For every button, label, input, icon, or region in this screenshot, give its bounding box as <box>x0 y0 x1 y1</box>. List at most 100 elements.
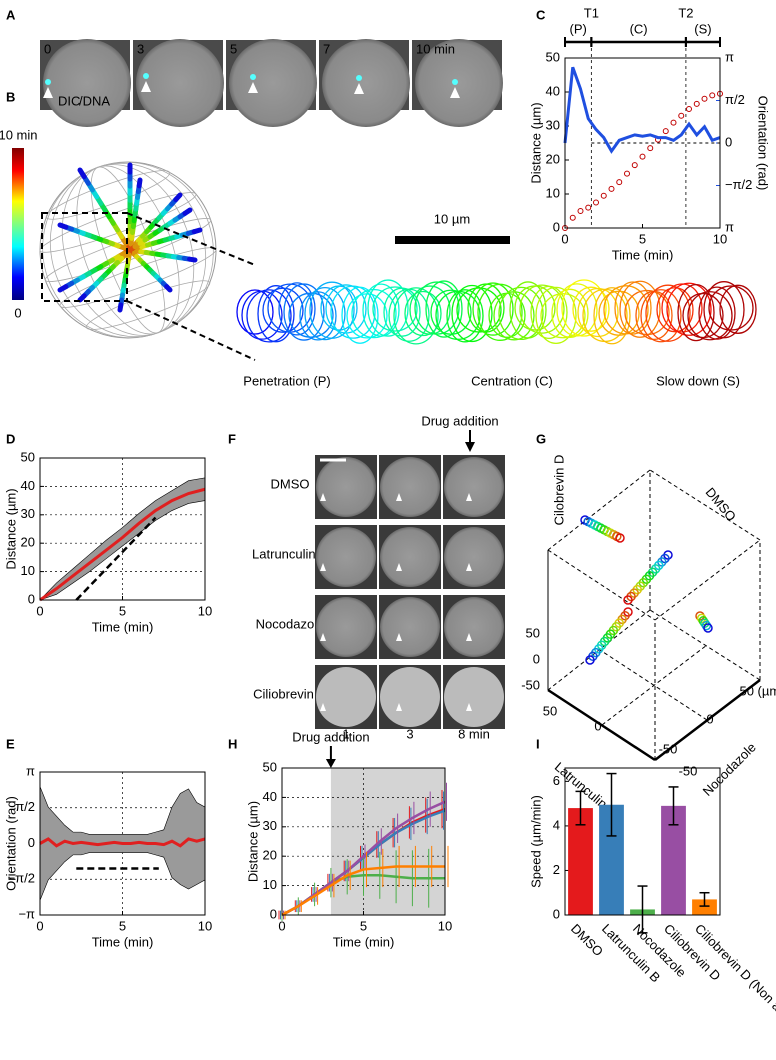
arrowhead <box>396 633 402 641</box>
boundary-label: T1 <box>584 5 599 20</box>
marker <box>647 145 654 152</box>
trajectory-loop <box>708 285 754 331</box>
y2-tick-label: π <box>725 49 734 64</box>
trajectory-loop <box>257 285 295 343</box>
x-tick-label: Ciliobrevin D (Non active) <box>692 921 776 1036</box>
x-tick-label: 10 <box>438 918 452 933</box>
box-edge <box>547 688 656 762</box>
x-tick-label: 5 <box>360 918 367 933</box>
zoom-line <box>126 212 256 266</box>
trajectory-loop <box>262 287 304 333</box>
egg-cell <box>229 39 317 127</box>
zoom-line <box>126 300 256 361</box>
trajectory-loop <box>551 288 589 338</box>
arrowhead <box>320 633 326 641</box>
panel-letter: G <box>536 431 546 446</box>
track <box>77 293 87 303</box>
panel-letter: H <box>228 736 237 751</box>
y-tick-label: −π/2 <box>8 871 35 886</box>
plot-frame <box>564 57 721 229</box>
trajectory-loop <box>640 289 682 343</box>
marker <box>585 204 592 211</box>
tick-label: 50 (µm) <box>739 683 776 698</box>
y-tick-label: 2 <box>553 862 560 877</box>
series-line <box>281 865 445 917</box>
x-tick-label: 0 <box>561 231 568 246</box>
trajectory-loop <box>367 279 409 337</box>
marker <box>577 208 584 214</box>
trajectory-loop <box>682 292 724 339</box>
trajectory-loop <box>409 285 451 335</box>
y-tick-label: 4 <box>553 817 560 832</box>
track <box>191 227 203 235</box>
track <box>182 207 193 216</box>
y2-axis-label: Orientation (rad) <box>756 96 771 191</box>
trajectory-loop <box>351 288 397 339</box>
egg-cell <box>380 527 440 587</box>
marker <box>686 106 692 112</box>
arrowhead <box>396 563 402 571</box>
track <box>117 302 124 313</box>
y-axis-label: Speed (µm/min) <box>528 795 543 888</box>
y-axis-label: Distance (µm) <box>528 102 543 183</box>
marker <box>624 170 630 177</box>
y-tick-label: 50 <box>21 449 35 464</box>
phase-label: (C) <box>630 21 648 36</box>
x-tick-label: 0 <box>36 603 43 618</box>
phase-label: Penetration (P) <box>243 373 330 388</box>
colorbar-label: 10 min <box>0 127 38 142</box>
arrowhead <box>248 82 258 93</box>
arrowhead <box>465 442 475 452</box>
colorbar <box>12 148 24 300</box>
trajectory-loop <box>283 283 325 341</box>
arrowhead <box>354 83 364 94</box>
position-dot <box>623 595 633 605</box>
trajectory-loop <box>246 289 292 343</box>
marker <box>639 153 646 160</box>
phase-label: (S) <box>694 21 711 36</box>
column-label: 1 <box>342 726 349 741</box>
tick-label: 50 <box>526 625 540 640</box>
trajectory-loop <box>519 284 565 334</box>
position-dot <box>585 655 595 665</box>
arrowhead <box>325 759 336 768</box>
trajectory-loop <box>330 285 376 339</box>
track <box>57 284 69 293</box>
dna-spot <box>250 74 256 80</box>
x-tick-label: 0 <box>278 918 285 933</box>
x-tick-label: 10 <box>198 603 212 618</box>
x-tick-label: 5 <box>639 231 646 246</box>
time-label: 5 <box>230 41 237 56</box>
y2-tick-label: −π/2 <box>725 177 752 192</box>
trajectory-loop <box>556 283 598 337</box>
dna-spot <box>452 79 458 85</box>
plot-frame <box>564 767 721 916</box>
y-tick-label: π/2 <box>15 799 35 814</box>
trajectory-loop <box>383 287 421 337</box>
y-tick-label: −π <box>18 906 35 921</box>
trajectory-loop <box>430 289 472 335</box>
time-label: 7 <box>323 41 330 56</box>
panel-letter: D <box>6 431 15 446</box>
marker <box>678 112 685 119</box>
colorbar-label: 0 <box>14 305 21 320</box>
arrowhead <box>466 703 472 711</box>
egg-cell <box>444 667 504 727</box>
row-label: DMSO <box>271 476 310 491</box>
trajectory-loop <box>603 285 649 335</box>
arrowhead <box>466 633 472 641</box>
panel-letter: E <box>6 736 15 751</box>
track <box>136 177 143 189</box>
bar <box>692 899 717 915</box>
y-axis-label: Distance (µm) <box>245 801 260 882</box>
trajectory-loop <box>472 282 514 336</box>
x-axis-label: Time (min) <box>612 247 674 262</box>
arrowhead <box>396 493 402 501</box>
trajectory-loop <box>619 280 661 338</box>
position-dot <box>701 620 712 631</box>
y-tick-label: 10 <box>546 185 560 200</box>
trajectory-loop <box>477 283 523 341</box>
arrowhead <box>320 703 326 711</box>
shaded-region <box>330 768 445 915</box>
